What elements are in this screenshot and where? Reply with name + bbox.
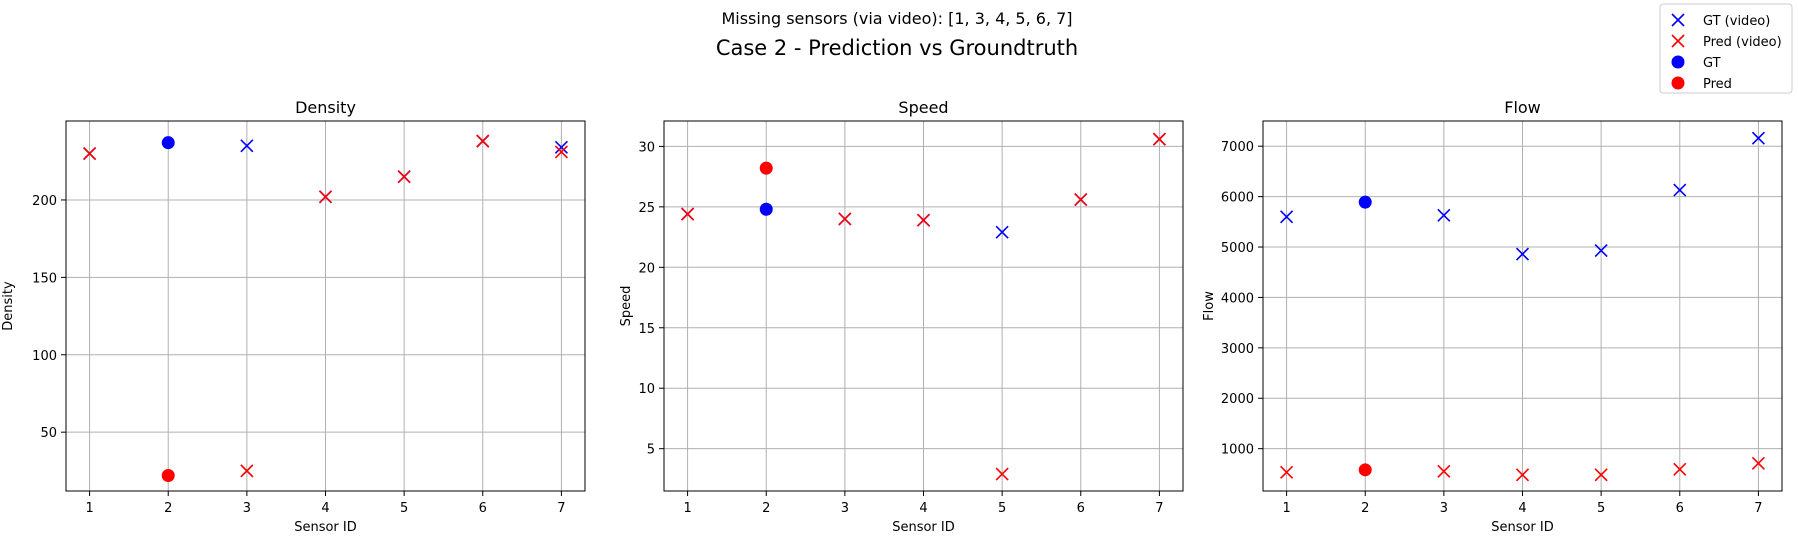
flow-gt-video-point	[1751, 131, 1765, 145]
speed-ytick-label: 20	[638, 261, 655, 276]
legend-gt-video-marker	[1671, 13, 1685, 27]
flow-xtick-label: 5	[1597, 501, 1605, 516]
density-gt-video-point	[554, 140, 568, 154]
speed-ytick-label: 30	[638, 140, 655, 155]
speed-gt-point	[759, 202, 773, 216]
flow-gt-video-point	[1515, 247, 1530, 261]
speed-title: Speed	[898, 98, 948, 117]
flow-ytick-label: 7000	[1221, 140, 1254, 155]
legend: GT (video) Pred (video) GT Pred	[1659, 3, 1793, 94]
flow-xtick-label: 3	[1440, 501, 1448, 516]
speed-axes-frame	[663, 120, 1184, 492]
density-xtick-label: 7	[557, 501, 565, 516]
speed-ytick-label: 10	[638, 382, 655, 397]
density-pred-video-point	[397, 170, 411, 184]
flow-gt-point	[1358, 195, 1372, 209]
speed-gt-video-point	[995, 225, 1009, 239]
density-pred-video-point	[476, 134, 490, 148]
figure-suptitle: Missing sensors (via video): [1, 3, 4, 5…	[721, 9, 1072, 28]
flow-ytick-label: 6000	[1221, 191, 1254, 206]
density-pred-point	[161, 469, 175, 483]
density-pred-video-point	[554, 145, 568, 159]
legend-box	[1659, 3, 1793, 94]
flow-panel: 1 2 3 4 5 6 7 1000 2000 3000 4000 5000 6000 7000 Flow S…	[1202, 98, 1783, 535]
flow-ytick-label: 2000	[1221, 392, 1254, 407]
speed-ytick-label: 15	[638, 322, 655, 337]
flow-title: Flow	[1504, 98, 1541, 117]
flow-gt-video-point	[1594, 243, 1608, 258]
density-ytick-label: 200	[32, 194, 57, 209]
speed-pred-video-point	[1152, 132, 1166, 146]
flow-axes-frame	[1262, 120, 1783, 492]
density-axes-frame	[65, 120, 586, 492]
flow-pred-video-point	[1594, 468, 1608, 482]
density-gt-video-point	[240, 139, 254, 153]
figure-title: Case 2 - Prediction vs Groundtruth	[716, 36, 1078, 60]
speed-xtick-label: 2	[762, 501, 770, 516]
density-xlabel: Sensor ID	[294, 520, 357, 535]
speed-panel: 1 2 3 4 5 6 7 5 10 15 20 25 30 Speed Sensor ID Speed	[619, 98, 1184, 535]
speed-xtick-label: 1	[683, 501, 691, 516]
flow-pred-video-point	[1280, 465, 1294, 479]
flow-xtick-label: 7	[1754, 501, 1762, 516]
density-panel: 1 2 3 4 5 6 7 50 100 150 200 Density Sensor ID Densit…	[1, 98, 586, 535]
flow-ytick-label: 4000	[1221, 291, 1254, 306]
flow-xtick-label: 2	[1361, 501, 1369, 516]
legend-gt-marker	[1671, 55, 1685, 69]
density-xtick-label: 6	[479, 501, 487, 516]
flow-pred-point	[1358, 463, 1372, 477]
legend-pred-video-marker	[1671, 34, 1685, 48]
legend-gt-video-label: GT (video)	[1703, 14, 1770, 29]
density-pred-video-point	[318, 190, 333, 204]
density-xtick-label: 1	[85, 501, 93, 516]
flow-ytick-label: 1000	[1221, 443, 1254, 458]
speed-pred-video-point	[916, 213, 931, 227]
speed-pred-video-point	[681, 207, 695, 221]
flow-xlabel: Sensor ID	[1491, 520, 1554, 535]
legend-pred-label: Pred	[1703, 77, 1732, 92]
speed-pred-video-point	[838, 212, 852, 226]
density-ytick-label: 100	[32, 349, 57, 364]
flow-xtick-label: 1	[1282, 501, 1290, 516]
flow-pred-video-point	[1673, 462, 1687, 476]
flow-gt-video-point	[1280, 210, 1294, 224]
flow-pred-video-point	[1437, 464, 1451, 478]
flow-ytick-label: 5000	[1221, 241, 1254, 256]
density-pred-video-point	[240, 464, 254, 478]
density-gt-point	[161, 136, 175, 150]
flow-gt-video-point	[1673, 183, 1687, 197]
flow-ylabel: Flow	[1202, 291, 1217, 321]
speed-xtick-label: 4	[919, 501, 927, 516]
density-xtick-label: 4	[321, 501, 329, 516]
speed-ytick-label: 25	[638, 201, 655, 216]
flow-pred-video-point	[1515, 468, 1530, 482]
density-pred-video-point	[83, 146, 97, 161]
density-ylabel: Density	[1, 281, 16, 331]
speed-ylabel: Speed	[619, 286, 634, 327]
speed-pred-video-point	[995, 467, 1009, 481]
density-ytick-label: 50	[40, 426, 57, 441]
speed-pred-video-point	[1074, 193, 1088, 207]
legend-pred-marker	[1671, 76, 1685, 90]
density-xtick-label: 3	[243, 501, 251, 516]
speed-xtick-label: 3	[841, 501, 849, 516]
legend-pred-video-label: Pred (video)	[1703, 35, 1782, 50]
density-ytick-label: 150	[32, 271, 57, 286]
speed-xtick-label: 6	[1077, 501, 1085, 516]
flow-ytick-label: 3000	[1221, 342, 1254, 357]
speed-ytick-label: 5	[647, 443, 655, 458]
speed-pred-point	[759, 161, 773, 175]
speed-xtick-label: 5	[998, 501, 1006, 516]
flow-pred-video-point	[1751, 456, 1765, 470]
density-xtick-label: 5	[400, 501, 408, 516]
density-title: Density	[295, 98, 356, 117]
legend-gt-label: GT	[1703, 56, 1721, 71]
speed-xlabel: Sensor ID	[892, 520, 955, 535]
flow-xtick-label: 4	[1518, 501, 1526, 516]
flow-xtick-label: 6	[1676, 501, 1684, 516]
flow-gt-video-point	[1437, 208, 1451, 222]
density-xtick-label: 2	[164, 501, 172, 516]
speed-xtick-label: 7	[1155, 501, 1163, 516]
